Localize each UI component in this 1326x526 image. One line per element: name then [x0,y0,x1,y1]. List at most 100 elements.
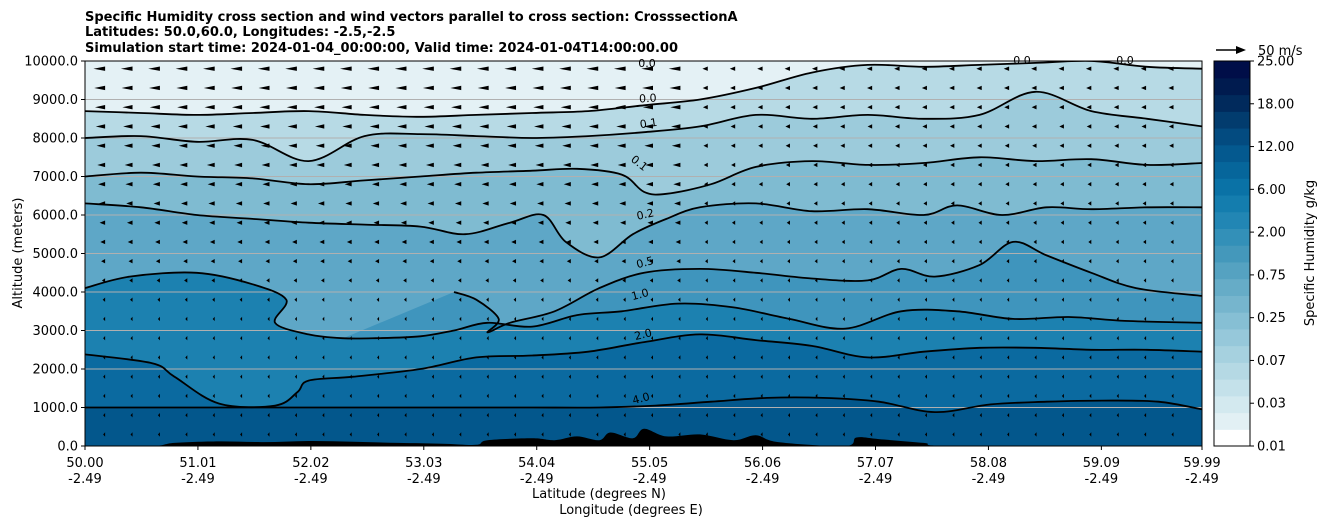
wind-vector-arrow [563,182,571,187]
wind-vector-arrow [559,66,571,71]
wind-vector-arrow [1170,259,1174,264]
wind-vector-arrow [1115,220,1119,225]
wind-vector-arrow [185,393,188,399]
wind-vector-arrow [757,105,763,110]
wind-vector-arrow [234,162,243,168]
wind-vector-arrow [507,143,517,148]
wind-vector-arrow [842,336,845,341]
wind-vector-arrow [123,143,133,148]
wind-vector-arrow [979,336,982,341]
wind-vector-arrow [459,374,462,379]
wind-vector-arrow [375,259,380,264]
wind-vector-arrow [950,143,955,148]
wind-vector-arrow [979,316,982,322]
wind-vector-arrow [758,182,763,187]
wind-vector-arrow [704,220,708,225]
colorbar-frame [1213,60,1251,447]
wind-vector-arrow [537,201,544,206]
wind-vector-arrow [483,239,489,245]
wind-vector-arrow [480,162,489,168]
colorbar-swatch [1214,295,1250,313]
wind-vector-arrow [760,393,763,399]
wind-vector-arrow [677,278,681,283]
x-tick-label-lat: 59.99 [1183,456,1220,471]
wind-vector-arrow [1089,297,1092,302]
wind-vector-arrow [486,297,489,302]
wind-vector-arrow [1005,182,1010,187]
x-tick-label-lat: 52.02 [292,456,329,471]
wind-vector-arrow [267,432,270,437]
wind-vector-arrow [596,432,599,437]
wind-vector-arrow [314,124,325,129]
wind-vector-arrow [1059,143,1064,148]
wind-vector-arrow [506,124,517,129]
wind-vector-arrow [240,432,243,437]
colorbar-tick-label: 0.03 [1257,397,1286,412]
wind-vector-arrow [294,316,297,322]
contour-label: 0.2 [635,206,655,222]
wind-vector-arrow [867,105,873,110]
wind-vector-arrow [567,278,571,283]
wind-vector-arrow [1113,105,1119,110]
wind-vector-arrow [923,220,927,225]
wind-vector-arrow [866,66,873,71]
wind-vector-arrow [322,393,325,399]
wind-vector-arrow [514,432,517,437]
wind-vector-arrow [1144,316,1147,322]
wind-vector-arrow [894,66,900,71]
wind-vector-arrow [785,124,790,129]
wind-vector-arrow [403,278,407,283]
wind-vector-arrow [541,336,544,341]
wind-vector-arrow [211,278,215,283]
wind-vector-arrow [842,259,845,264]
wind-vector-arrow [292,259,297,264]
wind-vector-arrow [313,85,325,91]
wind-vector-arrow [787,336,790,341]
wind-vector-arrow [148,66,160,71]
wind-vector-arrow [377,432,380,437]
wind-vector-arrow [813,162,818,168]
wind-vector-arrow [757,124,763,129]
wind-vector-arrow [869,239,873,245]
wind-vector-arrow [649,278,654,283]
wind-vector-arrow [841,220,845,225]
wind-vector-arrow [922,162,927,168]
wind-vector-arrow [1171,278,1174,283]
wind-vector-arrow [648,239,654,245]
wind-vector-arrow [290,201,297,206]
wind-vector-arrow [841,239,845,245]
colorbar-swatch [1214,412,1250,430]
wind-vector-arrow [478,105,489,110]
wind-vector-arrow [733,316,736,322]
wind-vector-arrow [152,182,160,187]
wind-vector-arrow [1089,355,1092,360]
wind-vector-arrow [952,355,955,360]
wind-vector-arrow [1034,413,1037,418]
wind-vector-arrow [568,355,571,360]
wind-vector-arrow [815,336,818,341]
wind-vector-arrow [731,162,736,168]
wind-vector-arrow [622,278,626,283]
wind-vector-arrow [1168,85,1174,91]
y-tick-label: 10000.0 [24,55,78,70]
wind-vector-arrow [842,297,845,302]
wind-vector-arrow [591,182,599,187]
wind-vector-arrow [923,201,927,206]
wind-vector-arrow [373,220,380,225]
wind-vector-arrow [924,259,927,264]
wind-vector-arrow [157,316,160,322]
contour-line-2 [85,333,1202,409]
wind-vector-arrow [641,66,654,71]
wind-vector-arrow [924,336,927,341]
wind-vector-arrow [1171,297,1174,302]
wind-vector-arrow [1114,124,1119,129]
wind-vector-arrow [1142,220,1147,225]
wind-vector-arrow [730,105,736,110]
wind-vector-arrow [431,297,434,302]
wind-vector-arrow [787,239,790,245]
wind-vector-arrow [486,336,489,341]
wind-vector-arrow [677,297,681,302]
wind-vector-arrow [369,124,380,129]
wind-vector-arrow [1005,220,1010,225]
wind-vector-arrow [98,182,106,187]
